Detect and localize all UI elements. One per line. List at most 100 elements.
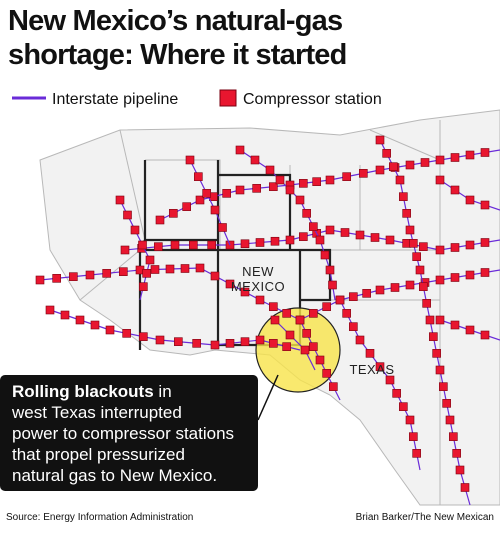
callout-line: power to compressor stations — [12, 424, 234, 443]
compressor-station — [189, 240, 198, 250]
legend-label: Compressor station — [243, 91, 382, 108]
callout-line: natural gas to New Mexico. — [12, 466, 217, 485]
compressor-station — [119, 267, 128, 276]
compressor-station — [255, 295, 265, 305]
compressor-station — [138, 240, 147, 250]
compressor-station — [315, 235, 325, 245]
compressor-station — [335, 295, 345, 305]
compressor-station — [69, 272, 78, 281]
compressor-station — [192, 339, 201, 348]
compressor-station — [309, 222, 318, 231]
compressor-station — [302, 329, 311, 338]
compressor-station — [155, 335, 165, 345]
compressor-station — [322, 302, 331, 311]
compressor-station — [255, 335, 265, 345]
callout-line: west Texas interrupted — [11, 403, 182, 422]
compressor-station — [480, 238, 490, 247]
compressor-station — [222, 189, 231, 198]
compressor-station — [165, 264, 175, 274]
compressor-station — [207, 240, 216, 250]
compressor-station — [309, 342, 318, 351]
callout-bold: Rolling blackouts — [12, 382, 154, 401]
callout-pointer — [257, 374, 279, 421]
compressor-station — [240, 337, 250, 346]
compressor-station — [450, 153, 460, 162]
compressor-station — [285, 235, 295, 245]
credit: Brian Barker/The New Mexican — [356, 512, 494, 523]
compressor-station — [329, 382, 338, 391]
compressor-station — [202, 189, 211, 198]
compressor-station — [322, 369, 331, 378]
compressor-station — [342, 309, 351, 318]
compressor-station — [270, 236, 280, 246]
compressor-station — [225, 279, 235, 289]
compressor-station — [435, 245, 445, 255]
compressor-station — [465, 195, 475, 205]
compressor-station — [285, 185, 295, 195]
compressor-station — [455, 465, 465, 475]
compressor-station — [169, 209, 178, 218]
compressor-station — [90, 320, 100, 330]
compressor-station — [465, 325, 475, 335]
compressor-station — [155, 215, 165, 225]
compressor-station — [142, 269, 151, 278]
compressor-station — [325, 225, 335, 235]
compressor-station — [295, 195, 305, 205]
compressor-station — [385, 235, 395, 245]
compressor-station — [282, 309, 291, 318]
compressor-station — [170, 240, 180, 250]
compressor-station — [449, 432, 458, 441]
compressor-station — [405, 415, 415, 425]
compressor-station — [435, 155, 445, 165]
title-line: shortage: Where it started — [8, 39, 347, 71]
compressor-station — [355, 335, 365, 345]
compressor-station — [174, 337, 183, 346]
compressor-station — [355, 230, 365, 240]
compressor-station — [370, 233, 380, 242]
compressor-station — [435, 365, 445, 375]
callout-text: Rolling blackouts in — [12, 382, 172, 401]
compressor-station — [450, 320, 460, 330]
compressor-station — [382, 149, 391, 158]
pipeline — [159, 149, 500, 221]
compressor-station — [409, 239, 418, 248]
compressor-station — [480, 330, 490, 340]
compressor-station — [269, 339, 278, 348]
compressor-station — [399, 192, 408, 201]
compressor-station — [312, 177, 321, 186]
compressor-station — [180, 264, 190, 273]
compressor-station — [210, 271, 220, 281]
compressor-station — [269, 182, 278, 191]
compressor-station — [419, 282, 428, 291]
compressor-station — [185, 155, 195, 165]
compressor-station — [465, 150, 475, 160]
pipeline — [239, 149, 336, 301]
compressor-station — [195, 263, 205, 273]
compressor-station — [194, 172, 203, 181]
compressor-station — [45, 305, 55, 315]
compressor-station — [265, 165, 275, 175]
compressor-station — [445, 415, 455, 425]
compressor-station — [218, 223, 227, 232]
compressor-station — [442, 399, 451, 408]
compressor-station — [405, 225, 415, 235]
compressor-station — [52, 274, 61, 283]
compressor-station — [120, 245, 130, 255]
compressor-station — [130, 225, 140, 235]
callout-line: that propel pressurized — [12, 445, 185, 464]
compressor-station — [299, 179, 308, 188]
compressor-station — [342, 172, 351, 181]
compressor-station — [405, 160, 415, 170]
compressor-station — [419, 242, 428, 251]
compressor-station — [240, 239, 250, 249]
map: NEW MEXICO TEXAS — [35, 109, 500, 506]
compressor-station — [150, 265, 160, 274]
state-label: NEW — [242, 264, 274, 279]
compressor-station — [102, 269, 111, 278]
callout-box — [0, 375, 258, 491]
compressor-station — [412, 449, 421, 458]
legend-label: Interstate pipeline — [52, 91, 178, 108]
compressor-station — [365, 349, 375, 358]
compressor-station — [123, 210, 132, 220]
compressor-station — [375, 285, 385, 295]
